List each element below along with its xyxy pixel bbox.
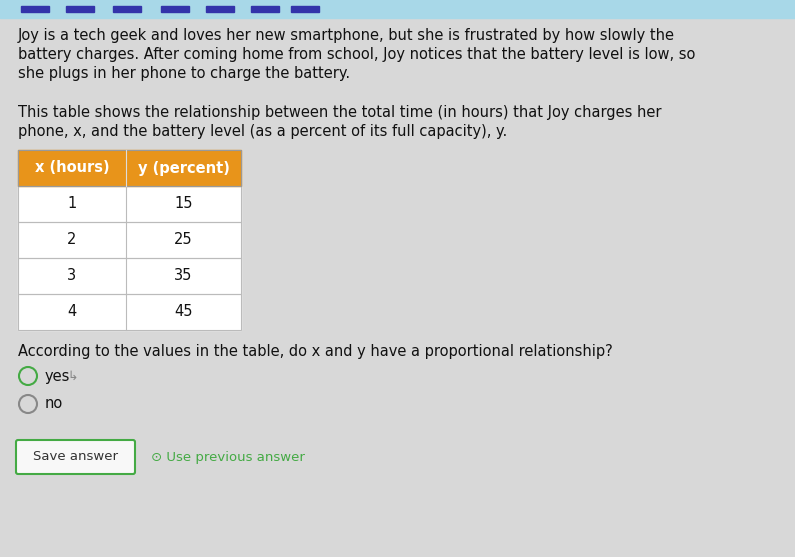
Bar	[18, 186, 241, 222]
Text: 3: 3	[68, 268, 76, 284]
Text: 2: 2	[68, 232, 76, 247]
Bar	[18, 294, 241, 330]
Bar	[18, 150, 241, 186]
Text: no: no	[45, 397, 64, 412]
Bar	[18, 258, 241, 294]
Bar	[21, 6, 49, 12]
Bar	[251, 6, 279, 12]
Bar	[18, 222, 241, 258]
Bar	[18, 258, 241, 294]
Text: y (percent): y (percent)	[138, 160, 230, 175]
Text: yes: yes	[45, 369, 71, 384]
Bar	[66, 6, 94, 12]
Text: This table shows the relationship between the total time (in hours) that Joy cha: This table shows the relationship betwee…	[18, 105, 661, 120]
Bar	[291, 6, 319, 12]
Bar	[0, 0, 795, 18]
Text: 1: 1	[68, 197, 76, 212]
Text: Save answer: Save answer	[33, 451, 118, 463]
Text: According to the values in the table, do x and y have a proportional relationshi: According to the values in the table, do…	[18, 344, 613, 359]
Text: she plugs in her phone to charge the battery.: she plugs in her phone to charge the bat…	[18, 66, 350, 81]
Text: 25: 25	[174, 232, 193, 247]
Text: 15: 15	[174, 197, 192, 212]
Text: 35: 35	[174, 268, 192, 284]
FancyBboxPatch shape	[16, 440, 135, 474]
Bar	[161, 6, 189, 12]
Text: battery charges. After coming home from school, Joy notices that the battery lev: battery charges. After coming home from …	[18, 47, 696, 62]
Text: x (hours): x (hours)	[35, 160, 109, 175]
Bar	[18, 150, 241, 186]
Text: ⊙ Use previous answer: ⊙ Use previous answer	[151, 451, 304, 463]
Bar	[18, 294, 241, 330]
Text: 4: 4	[68, 305, 76, 320]
Text: Joy is a tech geek and loves her new smartphone, but she is frustrated by how sl: Joy is a tech geek and loves her new sma…	[18, 28, 675, 43]
Bar	[18, 186, 241, 222]
Text: ↳: ↳	[67, 369, 77, 383]
Text: phone, x, and the battery level (as a percent of its full capacity), y.: phone, x, and the battery level (as a pe…	[18, 124, 507, 139]
Bar	[206, 6, 234, 12]
Bar	[18, 222, 241, 258]
Text: 45: 45	[174, 305, 192, 320]
Bar	[113, 6, 141, 12]
